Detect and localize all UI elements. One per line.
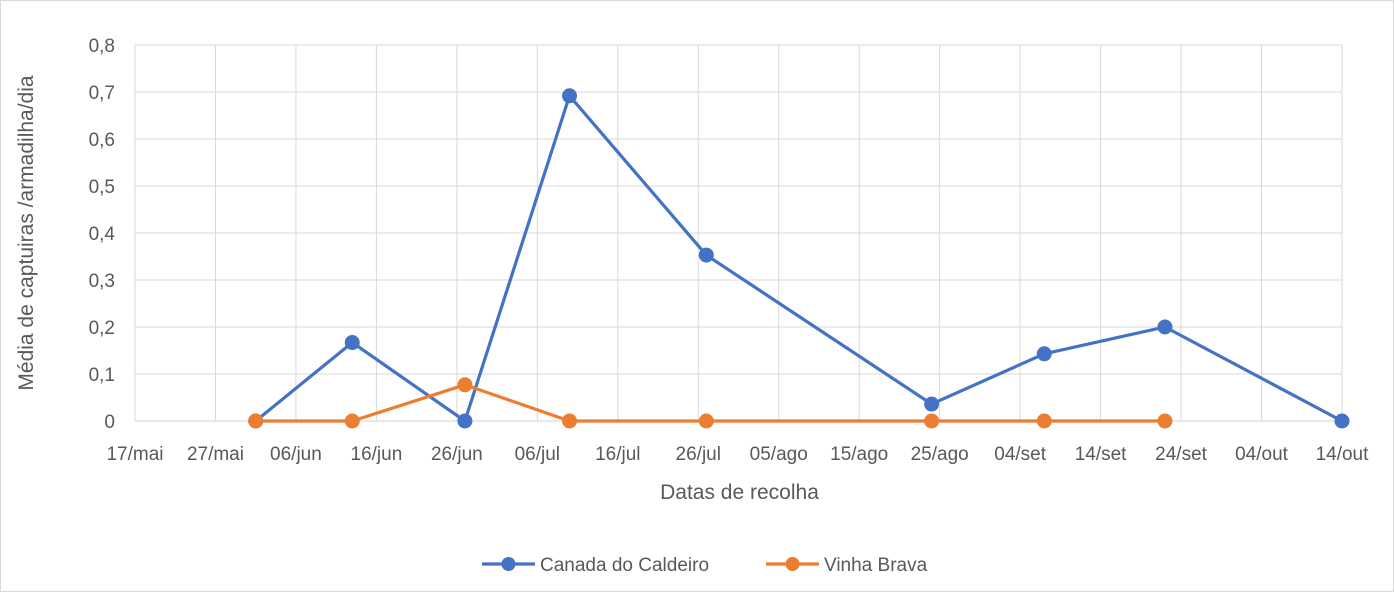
data-point-1 bbox=[924, 413, 940, 429]
data-point-1 bbox=[1157, 413, 1173, 429]
x-tick-label: 04/out bbox=[1235, 444, 1289, 465]
data-point-1 bbox=[457, 377, 473, 393]
y-tick-label: 0 bbox=[104, 412, 115, 433]
x-tick-label: 15/ago bbox=[830, 444, 888, 465]
gridlines bbox=[134, 44, 1343, 421]
legend: Canada do Caldeiro Vinha Brava bbox=[482, 555, 928, 576]
y-tick-label: 0,1 bbox=[89, 365, 115, 386]
y-tick-label: 0,7 bbox=[89, 83, 115, 104]
x-tick-label: 24/set bbox=[1155, 444, 1207, 465]
y-tick-label: 0,6 bbox=[89, 130, 115, 151]
data-point-0 bbox=[924, 396, 940, 412]
data-point-0 bbox=[1036, 346, 1052, 362]
data-point-0 bbox=[562, 88, 578, 104]
y-tick-label: 0,5 bbox=[89, 177, 115, 198]
data-point-1 bbox=[248, 413, 264, 429]
x-tick-label: 06/jun bbox=[270, 444, 322, 465]
x-tick-label: 17/mai bbox=[106, 444, 163, 465]
x-tick-label: 05/ago bbox=[750, 444, 808, 465]
x-tick-label: 06/jul bbox=[515, 444, 560, 465]
data-point-0 bbox=[457, 413, 473, 429]
y-tick-label: 0,4 bbox=[89, 224, 116, 245]
data-point-1 bbox=[344, 413, 360, 429]
data-point-1 bbox=[562, 413, 578, 429]
x-tick-label: 14/set bbox=[1075, 444, 1127, 465]
data-point-0 bbox=[1157, 319, 1173, 335]
x-axis-title: Datas de recolha bbox=[660, 481, 819, 504]
legend-label: Vinha Brava bbox=[824, 555, 928, 576]
x-tick-label: 26/jul bbox=[676, 444, 721, 465]
series-group bbox=[248, 88, 1350, 429]
x-tick-label: 04/set bbox=[994, 444, 1046, 465]
y-tick-label: 0,3 bbox=[89, 271, 115, 292]
y-axis-title: Média de captuiras /armadilha/dia bbox=[15, 75, 38, 390]
x-tick-label: 27/mai bbox=[187, 444, 244, 465]
data-point-0 bbox=[1334, 413, 1350, 429]
y-tick-label: 0,8 bbox=[89, 36, 115, 57]
legend-label: Canada do Caldeiro bbox=[540, 555, 709, 576]
series-line-1 bbox=[255, 383, 1165, 423]
x-tick-label: 25/ago bbox=[911, 444, 969, 465]
series-line-0 bbox=[254, 94, 1343, 423]
x-tick-label: 26/jun bbox=[431, 444, 483, 465]
y-tick-label: 0,2 bbox=[89, 318, 115, 339]
x-tick-label: 16/jul bbox=[595, 444, 640, 465]
legend-swatch-marker bbox=[501, 557, 516, 571]
x-tick-label: 14/out bbox=[1316, 444, 1370, 465]
data-point-0 bbox=[698, 247, 714, 263]
data-point-0 bbox=[344, 335, 360, 351]
legend-swatch-marker bbox=[785, 557, 800, 571]
data-point-1 bbox=[1036, 413, 1052, 429]
data-point-1 bbox=[698, 413, 714, 429]
x-tick-label: 16/jun bbox=[351, 444, 403, 465]
